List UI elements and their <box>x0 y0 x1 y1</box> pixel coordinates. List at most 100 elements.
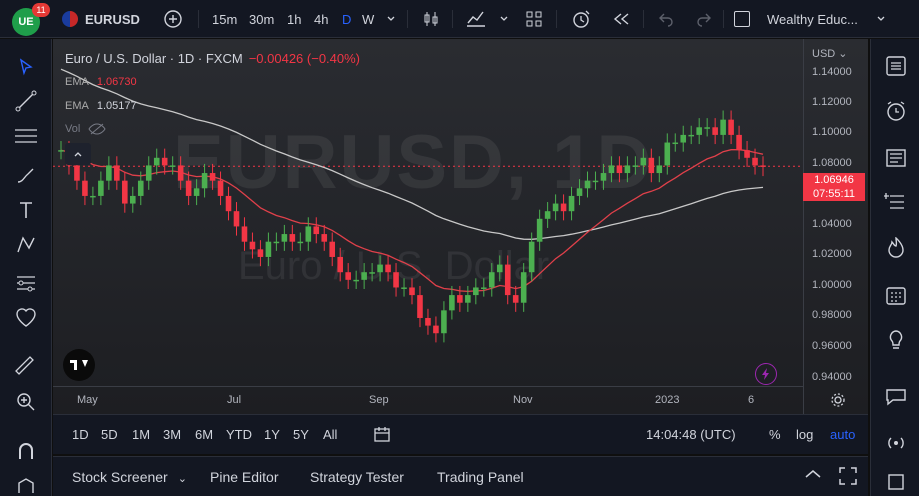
ema-fast-legend[interactable]: EMA 1.06730 <box>65 76 137 88</box>
interval-30m[interactable]: 30m <box>249 11 275 27</box>
redo-button[interactable] <box>695 0 713 38</box>
candle-body <box>624 165 631 174</box>
chats-button[interactable] <box>883 383 909 409</box>
templates-button[interactable] <box>525 0 543 38</box>
range-5d[interactable]: 5D <box>101 427 118 442</box>
tab-trading-panel[interactable]: Trading Panel <box>437 469 524 485</box>
layout-button[interactable]: Wealthy Educ... <box>734 0 858 38</box>
measure-tool[interactable] <box>12 353 40 381</box>
interval-4h[interactable]: 4h <box>314 11 329 27</box>
chart-pane[interactable]: EURUSD, 1D Euro / U.S. Dollar Euro / U.S… <box>53 39 868 414</box>
alarm-clock-icon <box>573 10 590 28</box>
chart-type-button[interactable] <box>421 0 441 38</box>
magnet-tool[interactable] <box>12 437 40 465</box>
tradingview-logo[interactable] <box>63 349 95 381</box>
candle-body <box>161 157 168 166</box>
x-tick: Nov <box>513 394 533 406</box>
pattern-tool[interactable] <box>12 231 40 259</box>
alert-button[interactable] <box>570 0 592 38</box>
tab-pine-editor[interactable]: Pine Editor <box>210 469 279 485</box>
flash-button[interactable] <box>755 363 777 385</box>
candle-body <box>201 173 208 189</box>
favorite-tool[interactable] <box>12 304 40 332</box>
ideas-button[interactable] <box>883 327 909 353</box>
candle-body <box>552 203 559 212</box>
currency-selector[interactable]: USD ⌄ <box>812 48 848 60</box>
chevron-up-icon <box>74 152 82 157</box>
fib-tool[interactable] <box>12 123 40 151</box>
price-chart[interactable] <box>53 39 803 386</box>
collapse-legend-button[interactable] <box>65 143 91 165</box>
x-tick: 2023 <box>655 394 680 406</box>
fire-icon <box>888 237 904 258</box>
interval-15m[interactable]: 15m <box>212 11 238 27</box>
candle-body <box>481 287 487 289</box>
volume-legend[interactable]: Vol <box>65 123 106 135</box>
undo-button[interactable] <box>657 0 675 38</box>
data-window-button[interactable] <box>883 190 909 216</box>
range-5y[interactable]: 5Y <box>293 427 309 442</box>
candle-body <box>297 241 304 244</box>
candle-body <box>592 180 599 183</box>
news-button[interactable] <box>883 145 909 171</box>
currency-label: USD <box>812 48 836 60</box>
lock-drawings-tool[interactable] <box>12 471 40 496</box>
replay-button[interactable] <box>611 0 631 38</box>
compare-add-button[interactable] <box>163 0 183 38</box>
ema-slow-legend[interactable]: EMA 1.05177 <box>65 100 137 112</box>
layout-dropdown[interactable] <box>876 0 886 38</box>
prediction-tool[interactable] <box>12 269 40 297</box>
range-all[interactable]: All <box>323 427 338 442</box>
tab-strategy-tester[interactable]: Strategy Tester <box>310 469 404 485</box>
tab-stock-screener[interactable]: Stock Screener ⌄ <box>72 469 187 485</box>
range-6m[interactable]: 6M <box>195 427 214 442</box>
range-3m[interactable]: 3M <box>163 427 182 442</box>
percent-toggle[interactable]: % <box>769 427 781 442</box>
range-1m[interactable]: 1M <box>132 427 151 442</box>
volume-label: Vol <box>65 123 81 135</box>
interval-w[interactable]: W <box>362 11 375 27</box>
maximize-panel-button[interactable] <box>839 467 857 488</box>
lightbulb-icon <box>889 330 903 349</box>
range-1y[interactable]: 1Y <box>264 427 280 442</box>
interval-dropdown[interactable] <box>386 0 396 38</box>
candle-body <box>361 272 367 280</box>
auto-toggle[interactable]: auto <box>830 427 856 442</box>
time-axis[interactable]: May Jul Sep Nov 2023 6 <box>53 386 803 414</box>
cursor-tool[interactable] <box>12 53 40 81</box>
calendar-button[interactable] <box>883 282 909 308</box>
zoom-tool[interactable] <box>12 388 40 416</box>
alerts-button[interactable] <box>883 98 909 124</box>
symbol-search-button[interactable]: EURUSD <box>62 0 140 38</box>
log-toggle[interactable]: log <box>796 427 814 442</box>
range-ytd[interactable]: YTD <box>226 427 252 442</box>
price-axis[interactable]: USD ⌄ 1.14000 1.12000 1.10000 1.08000 1.… <box>803 39 868 414</box>
watchlist-button[interactable] <box>883 53 909 79</box>
eye-hidden-icon[interactable] <box>88 123 106 135</box>
candle-body <box>209 173 216 181</box>
text-icon <box>20 202 32 218</box>
trendline-tool[interactable] <box>12 87 40 115</box>
candle-body <box>137 180 144 196</box>
heart-icon <box>16 308 36 327</box>
range-1d[interactable]: 1D <box>72 427 89 442</box>
clock-timezone[interactable]: 14:04:48 (UTC) <box>646 427 736 442</box>
expand-panel-button[interactable] <box>803 467 823 484</box>
candle-body <box>58 150 64 152</box>
settings-button[interactable] <box>830 392 846 413</box>
streams-button[interactable] <box>883 430 909 456</box>
goto-date-button[interactable] <box>373 425 391 446</box>
interval-d[interactable]: D <box>342 11 352 27</box>
lightning-icon <box>762 368 769 380</box>
prediction-icon <box>17 276 35 292</box>
hotlists-button[interactable] <box>883 235 909 261</box>
text-tool[interactable] <box>12 196 40 224</box>
indicators-dropdown[interactable] <box>499 0 509 38</box>
candle-body <box>512 295 519 303</box>
help-button[interactable] <box>883 469 909 495</box>
indicators-button[interactable] <box>465 0 487 38</box>
x-tick: May <box>77 394 98 406</box>
tab-label: Stock Screener <box>72 469 168 485</box>
interval-1h[interactable]: 1h <box>287 11 302 27</box>
brush-tool[interactable] <box>12 161 40 189</box>
